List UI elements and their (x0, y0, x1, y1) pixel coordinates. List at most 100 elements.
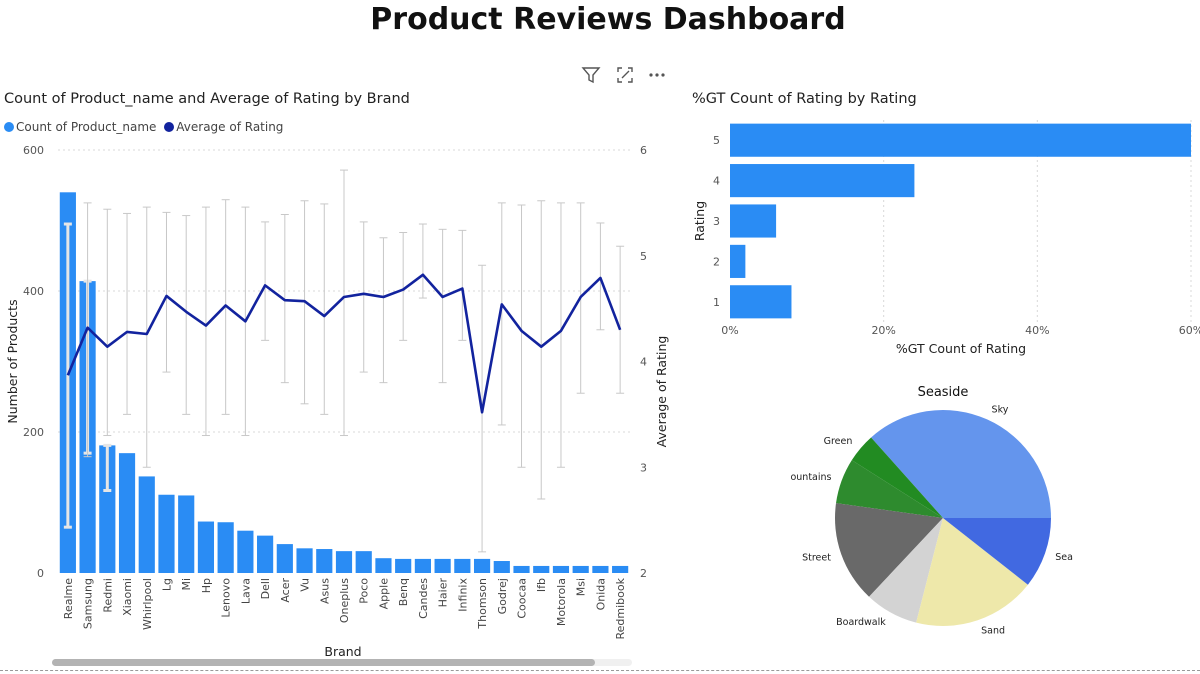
y-tick-label: 2 (713, 255, 720, 268)
bar-godrej (493, 561, 510, 573)
x-tick-label: Haier (437, 578, 450, 608)
y-tick-label: 600 (23, 144, 44, 157)
pie-slice-sea (943, 518, 1051, 585)
y-tick-label: 4 (713, 175, 720, 188)
bar-rating-4 (730, 164, 915, 198)
x-tick-label: Motorola (555, 578, 568, 626)
y2-axis-label: Average of Rating (654, 336, 669, 448)
x-tick-label: Lenovo (220, 578, 233, 618)
x-tick-label: Onida (594, 578, 607, 610)
x-tick-label: 0% (721, 324, 738, 337)
bar-redmi (99, 445, 116, 573)
bar-rating-1 (730, 285, 792, 319)
legend-item-rating[interactable]: Average of Rating (164, 120, 283, 134)
bar-thomson (473, 558, 491, 573)
y2-tick-label: 6 (640, 144, 647, 157)
rating-line (66, 273, 622, 414)
x-tick-label: Ifb (535, 578, 548, 592)
y-axis-label: Rating (692, 201, 707, 241)
pie-slice-mountains (836, 460, 943, 518)
x-tick-label: Redmi (101, 578, 114, 613)
x-tick-label: Acer (279, 578, 292, 603)
y-tick-label: 400 (23, 285, 44, 298)
bar-xiaomi (118, 453, 136, 573)
y-tick-label: 5 (713, 134, 720, 147)
y2-tick-label: 4 (640, 356, 647, 369)
x-tick-label: 40% (1025, 324, 1049, 337)
bar-onida (592, 565, 609, 573)
x-tick-label: Lava (239, 578, 252, 604)
x-tick-label: Mi (180, 578, 193, 591)
chart1-title: Count of Product_name and Average of Rat… (4, 91, 410, 107)
x-tick-label: Redmibook (614, 577, 627, 639)
x-axis-label: Brand (324, 644, 361, 659)
bar-rating-2 (730, 244, 746, 278)
pie-label: Sea (1055, 552, 1073, 563)
y2-tick-label: 3 (640, 461, 647, 474)
bar-apple (375, 558, 392, 573)
x-tick-label: 60% (1179, 324, 1200, 337)
bar-hp (197, 521, 215, 573)
bar-benq (395, 558, 412, 573)
bar-motorola (552, 565, 570, 573)
bar-whirlpool (138, 476, 155, 573)
y2-tick-label: 5 (640, 250, 647, 263)
bar-redmibook (612, 565, 629, 573)
x-tick-label: Oneplus (338, 578, 351, 623)
bar-infinix (454, 558, 471, 573)
bar-lenovo (217, 522, 234, 573)
x-tick-label: Asus (318, 578, 331, 604)
y-axis-label: Number of Products (5, 299, 20, 423)
x-tick-label: Msi (575, 578, 588, 596)
bar-candes (414, 558, 431, 573)
x-tick-label: 20% (871, 324, 895, 337)
bar-msi (572, 565, 589, 573)
x-tick-label: Realme (62, 578, 75, 619)
more-options-icon[interactable] (646, 64, 668, 86)
pie-slice-sand (916, 518, 1028, 626)
pie-label: Mountains (790, 472, 832, 483)
pie-chart-seaside: Seaside Sky Green Mountains Street Boardwalk S… (790, 385, 1073, 637)
filter-icon[interactable] (580, 64, 602, 86)
bar-vu (296, 548, 313, 573)
bar-acer (276, 544, 293, 573)
y-tick-label: 0 (37, 567, 44, 580)
chart2-title: %GT Count of Rating by Rating (692, 91, 917, 107)
page-title: Product Reviews Dashboard (370, 2, 846, 37)
pie-label: Sand (981, 626, 1005, 637)
x-tick-label: Hp (200, 578, 213, 593)
bar-chart-rating: 0% 20% 40% 60% 5 4 3 2 1 Rating %GT Count of Ratin… (692, 120, 1200, 356)
bar-haier (434, 558, 451, 573)
pie-slice-sky (871, 410, 1051, 518)
bar-ifb (533, 565, 550, 573)
x-tick-label: Infinix (456, 578, 469, 612)
pie-slice-boardwalk (869, 518, 943, 623)
x-tick-label: Godrej (496, 578, 509, 614)
x-tick-label: Poco (358, 578, 371, 604)
x-tick-label: Samsung (82, 578, 95, 629)
horizontal-scrollbar-thumb[interactable] (52, 659, 595, 666)
x-tick-label: Benq (397, 578, 410, 606)
legend-item-count[interactable]: Count of Product_name (4, 120, 156, 134)
x-tick-label: Lg (160, 578, 173, 591)
y-tick-label: 1 (713, 296, 720, 309)
pie-label: Boardwalk (836, 617, 886, 628)
x-tick-label: Thomson (476, 578, 489, 630)
bar-oneplus (335, 551, 353, 573)
pie-label: Green (824, 436, 853, 447)
combo-chart-brand: 0 200 400 600 2 3 4 5 6 Number of Products Average… (5, 144, 669, 666)
x-tick-label: Candes (417, 578, 430, 619)
x-tick-label: Coocaa (516, 578, 529, 619)
page-bottom-divider (0, 670, 1200, 671)
bar-rating-5 (730, 123, 1191, 157)
pie-title: Seaside (918, 385, 969, 400)
bar-rating-3 (730, 204, 777, 238)
y-tick-label: 200 (23, 426, 44, 439)
focus-mode-icon[interactable] (614, 64, 636, 86)
x-tick-label: Xiaomi (121, 578, 134, 616)
x-tick-label: Dell (259, 578, 272, 599)
bar-poco (355, 551, 372, 573)
bar-coocaa (513, 565, 530, 573)
x-axis-label: %GT Count of Rating (896, 341, 1026, 356)
x-tick-label: Apple (377, 578, 390, 610)
